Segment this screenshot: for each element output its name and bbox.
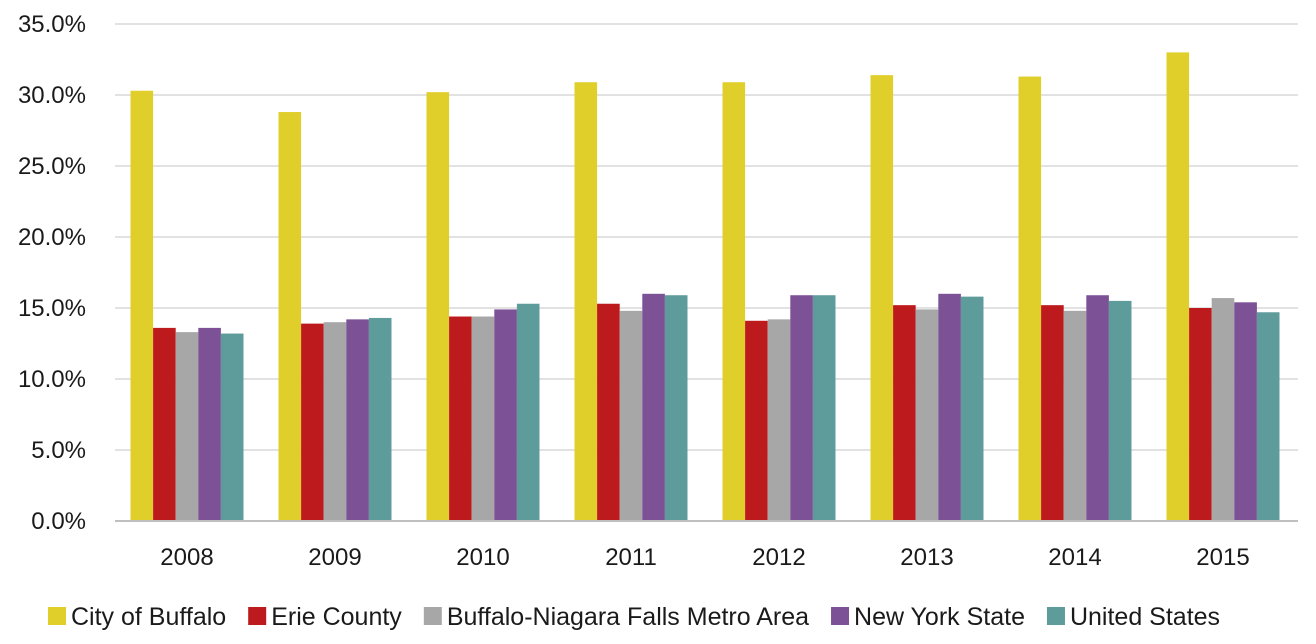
- bar-new-york-state-2013: [938, 293, 961, 521]
- legend-label: New York State: [854, 603, 1025, 631]
- y-tick-label: 35.0%: [18, 11, 86, 38]
- bar-united-states-2015: [1256, 312, 1280, 521]
- bar-erie-county-2012: [745, 320, 768, 521]
- x-axis-labels: 2008 2009 2010 2011 2012 2013 2014 2015: [160, 544, 1249, 571]
- bar-city-of-buffalo-2009: [278, 112, 302, 521]
- bar-buffalo-niagara-falls-metro-area-2010: [471, 316, 495, 521]
- bar-city-of-buffalo-2013: [870, 75, 894, 522]
- y-tick-label: 5.0%: [31, 437, 86, 464]
- x-tick-label: 2014: [1048, 544, 1101, 571]
- bar-erie-county-2011: [597, 303, 620, 521]
- bar-new-york-state-2009: [346, 319, 369, 521]
- bar-city-of-buffalo-2014: [1018, 76, 1042, 521]
- legend: City of Buffalo Erie County Buffalo-Niagar…: [48, 603, 1220, 631]
- bar-new-york-state-2008: [198, 327, 221, 521]
- bar-buffalo-niagara-falls-metro-area-2015: [1211, 298, 1235, 521]
- bar-erie-county-2008: [153, 327, 176, 521]
- x-tick-label: 2009: [308, 544, 361, 571]
- x-tick-label: 2008: [160, 544, 213, 571]
- bar-buffalo-niagara-falls-metro-area-2011: [619, 310, 643, 521]
- bar-city-of-buffalo-2012: [722, 82, 746, 521]
- bars: [130, 52, 1280, 522]
- legend-label: Erie County: [271, 603, 402, 631]
- bar-buffalo-niagara-falls-metro-area-2008: [175, 332, 199, 521]
- bar-buffalo-niagara-falls-metro-area-2009: [323, 322, 347, 521]
- y-tick-label: 10.0%: [18, 366, 86, 393]
- bar-united-states-2008: [220, 333, 244, 521]
- legend-label: United States: [1070, 603, 1220, 631]
- x-tick-label: 2011: [605, 544, 657, 571]
- bar-city-of-buffalo-2015: [1166, 52, 1190, 522]
- bar-united-states-2010: [516, 303, 540, 521]
- bar-buffalo-niagara-falls-metro-area-2014: [1063, 310, 1087, 521]
- bar-united-states-2012: [812, 295, 836, 521]
- bar-erie-county-2014: [1041, 305, 1064, 521]
- bar-city-of-buffalo-2010: [426, 92, 450, 521]
- y-axis-ticks: 0.0% 5.0% 10.0% 15.0% 20.0% 25.0% 30.0% 35.0%: [18, 11, 86, 535]
- bar-erie-county-2010: [449, 316, 472, 521]
- bar-new-york-state-2010: [494, 309, 517, 521]
- bar-united-states-2009: [368, 317, 392, 521]
- bar-united-states-2011: [664, 295, 688, 521]
- legend-label: Buffalo-Niagara Falls Metro Area: [447, 603, 809, 631]
- bar-city-of-buffalo-2008: [130, 90, 154, 522]
- y-tick-label: 20.0%: [18, 224, 86, 251]
- bar-new-york-state-2015: [1234, 302, 1257, 521]
- legend-swatch: [1046, 607, 1065, 625]
- legend-swatch: [248, 607, 267, 625]
- bar-city-of-buffalo-2011: [574, 82, 598, 521]
- y-tick-label: 15.0%: [18, 295, 86, 322]
- x-tick-label: 2015: [1196, 544, 1249, 571]
- bar-erie-county-2009: [301, 323, 324, 521]
- y-tick-label: 25.0%: [18, 153, 86, 180]
- legend-swatch: [48, 607, 66, 625]
- y-tick-label: 30.0%: [18, 82, 86, 109]
- legend-swatch: [423, 607, 442, 625]
- x-tick-label: 2010: [456, 544, 509, 571]
- bar-erie-county-2013: [893, 305, 916, 521]
- x-tick-label: 2013: [900, 544, 953, 571]
- bar-united-states-2014: [1108, 300, 1132, 521]
- legend-swatch: [831, 607, 850, 625]
- bar-buffalo-niagara-falls-metro-area-2013: [915, 309, 939, 521]
- bar-new-york-state-2014: [1086, 295, 1109, 521]
- bar-new-york-state-2011: [642, 293, 665, 521]
- bar-new-york-state-2012: [790, 295, 813, 521]
- y-tick-label: 0.0%: [31, 508, 86, 535]
- legend-label: City of Buffalo: [71, 603, 226, 631]
- bar-erie-county-2015: [1189, 308, 1212, 521]
- x-tick-label: 2012: [752, 544, 805, 571]
- bar-buffalo-niagara-falls-metro-area-2012: [767, 319, 791, 521]
- bar-united-states-2013: [960, 296, 984, 521]
